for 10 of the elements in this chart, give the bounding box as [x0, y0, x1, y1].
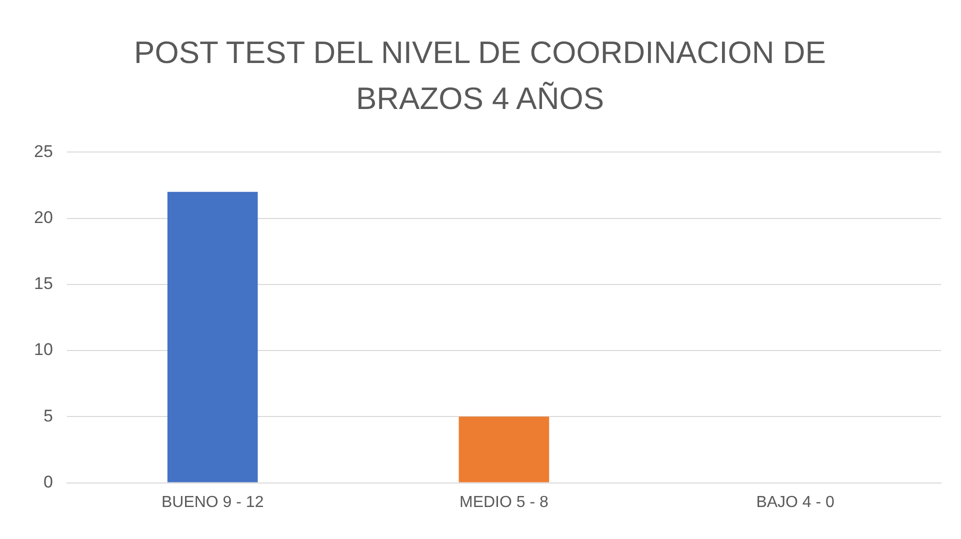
chart-title: POST TEST DEL NIVEL DE COORDINACION DE BRAZOS 4 AÑOS [133, 34, 827, 118]
y-tick-label: 25 [34, 142, 53, 161]
y-tick-label: 20 [34, 208, 53, 228]
x-tick-label: BAJO 4 - 0 [756, 494, 835, 511]
y-tick-label: 10 [34, 340, 53, 360]
y-tick-label: 15 [34, 274, 53, 294]
x-tick-label: BUENO 9 - 12 [161, 494, 264, 511]
x-tick-label: MEDIO 5 - 8 [460, 494, 549, 511]
y-tick-label: 0 [43, 472, 53, 492]
y-tick-label: 5 [43, 406, 53, 426]
